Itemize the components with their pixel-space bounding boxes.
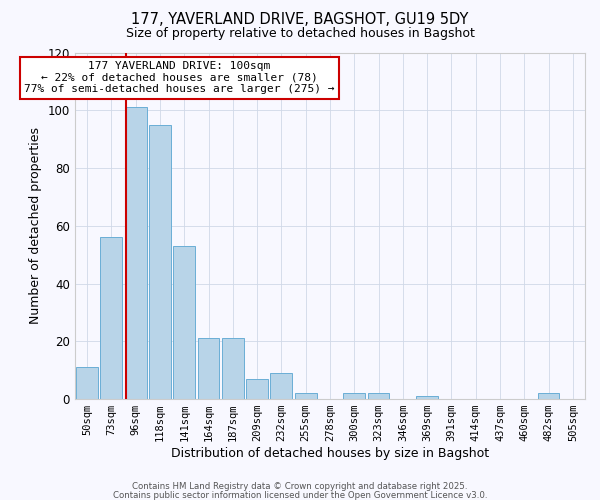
Bar bbox=[246, 379, 268, 399]
Bar bbox=[100, 238, 122, 399]
Text: Contains HM Land Registry data © Crown copyright and database right 2025.: Contains HM Land Registry data © Crown c… bbox=[132, 482, 468, 491]
Text: Size of property relative to detached houses in Bagshot: Size of property relative to detached ho… bbox=[125, 28, 475, 40]
Bar bbox=[416, 396, 438, 399]
Bar bbox=[271, 373, 292, 399]
Bar bbox=[149, 124, 171, 399]
Bar bbox=[197, 338, 220, 399]
Bar bbox=[343, 394, 365, 399]
Text: Contains public sector information licensed under the Open Government Licence v3: Contains public sector information licen… bbox=[113, 490, 487, 500]
Y-axis label: Number of detached properties: Number of detached properties bbox=[29, 128, 42, 324]
X-axis label: Distribution of detached houses by size in Bagshot: Distribution of detached houses by size … bbox=[171, 447, 489, 460]
Text: 177, YAVERLAND DRIVE, BAGSHOT, GU19 5DY: 177, YAVERLAND DRIVE, BAGSHOT, GU19 5DY bbox=[131, 12, 469, 28]
Bar bbox=[76, 368, 98, 399]
Bar bbox=[295, 394, 317, 399]
Bar bbox=[125, 108, 146, 399]
Bar bbox=[368, 394, 389, 399]
Bar bbox=[173, 246, 195, 399]
Bar bbox=[538, 394, 559, 399]
Bar bbox=[222, 338, 244, 399]
Text: 177 YAVERLAND DRIVE: 100sqm
← 22% of detached houses are smaller (78)
77% of sem: 177 YAVERLAND DRIVE: 100sqm ← 22% of det… bbox=[24, 61, 335, 94]
